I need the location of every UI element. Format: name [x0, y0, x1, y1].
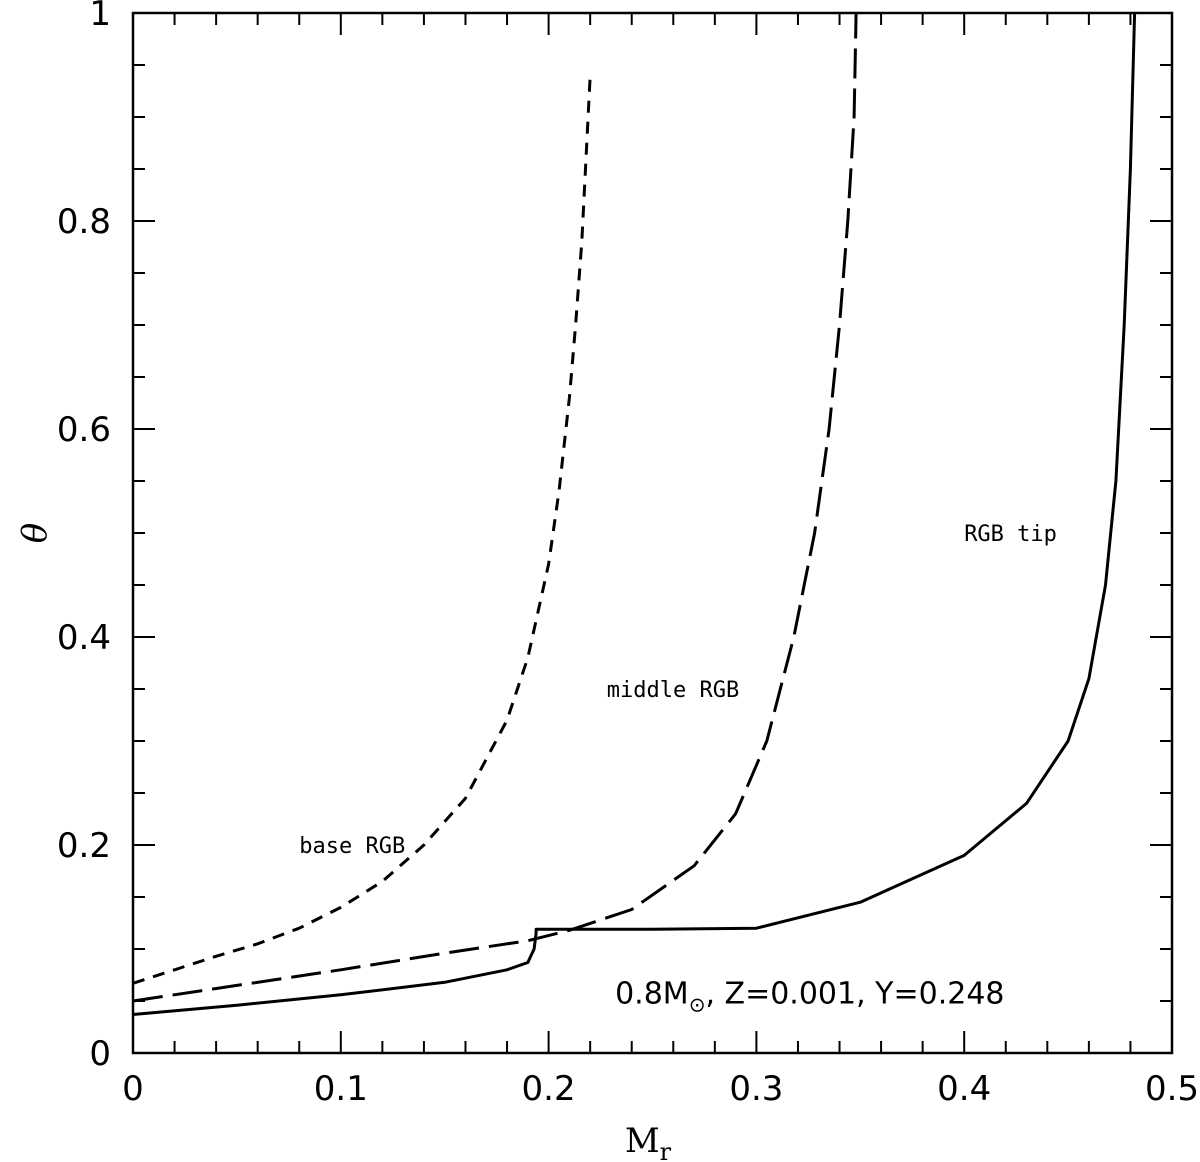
y-tick-label: 0 — [89, 1034, 111, 1074]
x-tick-label: 0.3 — [729, 1069, 783, 1109]
label-rgb-tip: RGB tip — [964, 522, 1057, 547]
x-axis-title: Mr — [625, 1121, 672, 1162]
curve-middle-rgb — [132, 12, 858, 1003]
axis-ticks — [132, 12, 1173, 1054]
plot-frame — [131, 11, 1174, 1055]
x-tick-label: 0.5 — [1145, 1069, 1199, 1109]
y-tick-label: 0.2 — [57, 826, 111, 866]
x-tick-label: 0.2 — [522, 1069, 576, 1109]
x-tick-label: 0.4 — [937, 1069, 991, 1109]
x-tick-label: 0 — [122, 1069, 144, 1109]
tick-labels: 0 0.1 0.2 0.3 0.4 0.5 0 0.2 0.4 0.6 0.8 1 — [57, 0, 1199, 1109]
plot-curves — [132, 12, 1137, 1016]
label-base-rgb: base RGB — [299, 834, 405, 859]
curve-rgb-tip — [132, 12, 1137, 1016]
y-tick-label: 0.6 — [57, 410, 111, 450]
curve-base-rgb — [132, 75, 592, 985]
model-parameters-annotation: 0.8M⊙, Z=0.001, Y=0.248 — [615, 977, 1004, 1017]
x-tick-label: 0.1 — [314, 1069, 368, 1109]
y-tick-label: 0.8 — [57, 202, 111, 242]
label-middle-rgb: middle RGB — [607, 678, 739, 703]
y-tick-label: 0.4 — [57, 618, 111, 658]
y-tick-label: 1 — [89, 0, 111, 34]
curve-labels: base RGB middle RGB RGB tip — [299, 522, 1057, 859]
y-axis-title: θ — [15, 523, 55, 543]
